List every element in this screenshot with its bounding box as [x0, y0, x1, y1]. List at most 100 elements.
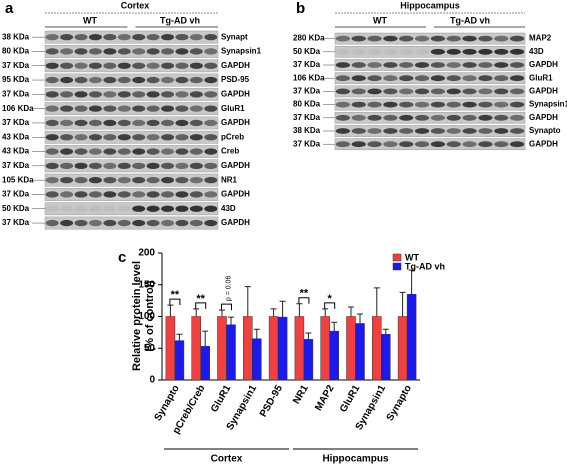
blot-band	[146, 34, 160, 41]
blot-band	[446, 114, 461, 121]
blot-band	[509, 75, 525, 82]
blot-band	[146, 119, 160, 127]
blot-band	[335, 62, 351, 68]
blot-band	[74, 76, 88, 84]
protein-label: Synapto	[529, 126, 561, 135]
protein-label: 43D	[221, 204, 236, 213]
blot-band	[60, 205, 74, 212]
protein-label: GAPDH	[221, 118, 250, 127]
blot-band	[74, 148, 88, 155]
blot-band	[132, 34, 146, 41]
blot-band	[60, 219, 74, 227]
blot-band	[204, 205, 218, 212]
blot-band	[175, 62, 189, 69]
protein-label: GAPDH	[221, 218, 250, 227]
kda-label: 50 KDa	[293, 47, 321, 56]
blot-band	[132, 205, 146, 212]
blot-band	[88, 119, 102, 127]
blot-band	[414, 128, 430, 134]
bar	[355, 323, 365, 381]
bar	[268, 316, 279, 381]
kda-label: 106 KDa	[293, 73, 325, 82]
blot-band	[399, 128, 414, 134]
bar	[372, 316, 382, 381]
blot-band	[117, 134, 131, 141]
blot-band	[478, 35, 493, 42]
protein-label: GluR1	[529, 73, 553, 82]
blot-band	[430, 128, 446, 134]
protein-label: Creb	[221, 147, 239, 156]
blot-band	[117, 148, 131, 155]
blot-band	[45, 134, 59, 141]
blot-band	[383, 88, 398, 95]
blot-band	[88, 148, 102, 155]
bar	[217, 316, 227, 381]
y-tick-label: 50	[144, 343, 156, 354]
blot-band	[88, 162, 102, 169]
blot-band	[103, 177, 117, 184]
blot-band	[88, 177, 102, 184]
bracket	[195, 302, 207, 309]
blot-band	[189, 91, 203, 98]
blot-band	[117, 191, 131, 198]
kda-label: 280 KDa	[293, 34, 325, 43]
bar	[252, 338, 262, 381]
blot-band	[189, 48, 203, 55]
blot-band	[60, 134, 74, 141]
blot-band	[146, 205, 160, 212]
blot-band	[430, 141, 446, 148]
blot-band	[189, 134, 203, 141]
blot-band	[175, 219, 189, 227]
blot-band	[60, 119, 74, 127]
legend-swatch	[392, 262, 402, 271]
blot-band	[462, 62, 477, 68]
p-value: p = 0.06	[225, 276, 232, 302]
blot-band	[74, 91, 88, 98]
kda-label: 37 KDa	[293, 113, 321, 122]
blot-band	[204, 134, 218, 141]
blot-band	[399, 88, 414, 95]
x-tick-label: PSD-95	[258, 383, 285, 419]
blot-band	[45, 119, 59, 127]
blot-band	[367, 48, 382, 55]
blot-band	[414, 114, 430, 121]
blot-band	[509, 114, 525, 121]
blot-band	[175, 76, 189, 84]
blot-band	[478, 75, 493, 82]
blot-band	[430, 48, 446, 55]
blot-band	[204, 34, 218, 41]
bar	[165, 316, 176, 381]
blot-band	[399, 114, 414, 121]
blot-band	[175, 34, 189, 41]
blot-band	[146, 148, 160, 155]
blot-band	[367, 35, 382, 42]
error-bar	[348, 306, 354, 317]
blot-band	[60, 191, 74, 198]
kda-label: 38 KDa	[2, 32, 30, 41]
blot-band	[383, 75, 398, 82]
blot-band	[189, 62, 203, 69]
blot-band	[88, 76, 102, 84]
blot-band	[45, 219, 59, 227]
kda-label: 95 KDa	[2, 75, 30, 84]
blot-band	[161, 148, 175, 155]
blot-band	[399, 35, 414, 42]
legend-swatch	[392, 253, 402, 262]
blot-band	[74, 62, 88, 69]
blot-band	[161, 162, 175, 169]
blot-band	[103, 76, 117, 84]
blot-band	[446, 62, 461, 68]
blot-band	[175, 119, 189, 127]
blot-band	[60, 148, 74, 155]
error-bar	[331, 321, 338, 332]
blot-band	[88, 191, 102, 198]
bar	[191, 316, 201, 381]
blot-band	[478, 128, 493, 134]
blot-band	[335, 101, 351, 108]
blot-band	[478, 114, 493, 121]
blot-band	[367, 128, 382, 134]
bar	[303, 339, 314, 381]
blot-band	[462, 75, 477, 82]
group-label: Hippocampus	[322, 454, 389, 465]
blot-band	[430, 101, 446, 108]
